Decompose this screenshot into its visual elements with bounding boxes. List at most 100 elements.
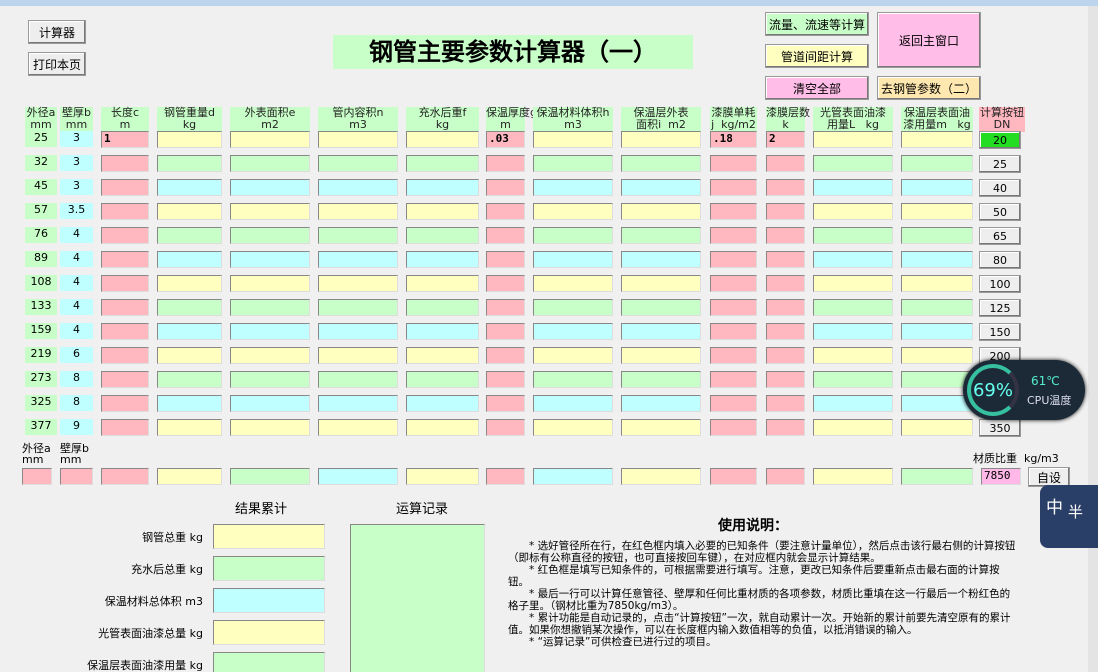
result-field[interactable] — [901, 155, 973, 172]
result-field[interactable] — [157, 131, 222, 148]
result-field[interactable] — [621, 323, 701, 340]
result-field[interactable] — [813, 131, 893, 148]
button[interactable]: 打印本页 — [28, 52, 86, 76]
input-field[interactable] — [101, 179, 149, 196]
result-total[interactable] — [213, 652, 325, 672]
result-field[interactable] — [230, 468, 310, 485]
input-field[interactable] — [766, 275, 805, 292]
input-field[interactable] — [710, 155, 757, 172]
input-field[interactable] — [486, 419, 525, 436]
input-field[interactable] — [60, 468, 93, 485]
result-field[interactable] — [813, 227, 893, 244]
density-input[interactable]: 7850 — [981, 468, 1021, 485]
result-field[interactable] — [901, 179, 973, 196]
result-field[interactable] — [157, 347, 222, 364]
result-field[interactable] — [406, 131, 479, 148]
input-field[interactable] — [486, 251, 525, 268]
result-field[interactable] — [318, 347, 398, 364]
input-field[interactable] — [101, 203, 149, 220]
input-field[interactable] — [22, 468, 52, 485]
dn-button[interactable]: 50 — [979, 203, 1021, 221]
input-field[interactable] — [766, 419, 805, 436]
result-field[interactable] — [406, 323, 479, 340]
result-field[interactable] — [230, 299, 310, 316]
dn-button[interactable]: 80 — [979, 251, 1021, 269]
result-field[interactable] — [230, 371, 310, 388]
result-field[interactable] — [230, 155, 310, 172]
result-field[interactable] — [406, 468, 479, 485]
input-field[interactable] — [710, 347, 757, 364]
result-field[interactable] — [230, 395, 310, 412]
result-field[interactable] — [533, 227, 613, 244]
result-field[interactable] — [318, 323, 398, 340]
input-field[interactable] — [486, 203, 525, 220]
dn-button[interactable]: 100 — [979, 275, 1021, 293]
result-field[interactable] — [813, 395, 893, 412]
result-field[interactable] — [533, 131, 613, 148]
result-field[interactable] — [230, 323, 310, 340]
input-field[interactable] — [710, 419, 757, 436]
dn-button[interactable]: 150 — [979, 323, 1021, 341]
result-field[interactable] — [157, 179, 222, 196]
result-field[interactable] — [157, 203, 222, 220]
input-field[interactable] — [486, 155, 525, 172]
set-button[interactable]: 自设 — [1028, 467, 1070, 487]
button[interactable]: 计算器 — [28, 20, 86, 44]
result-field[interactable] — [157, 227, 222, 244]
result-field[interactable] — [621, 468, 701, 485]
ime-widget[interactable]: 中半 — [1040, 485, 1098, 548]
input-field[interactable] — [766, 468, 805, 485]
input-field[interactable] — [766, 155, 805, 172]
input-field[interactable] — [766, 179, 805, 196]
input-field[interactable] — [766, 251, 805, 268]
result-field[interactable] — [318, 299, 398, 316]
cpu-widget[interactable]: 69% 61℃ CPU温度 — [963, 360, 1085, 420]
input-field[interactable] — [101, 299, 149, 316]
result-field[interactable] — [533, 323, 613, 340]
result-field[interactable] — [901, 251, 973, 268]
result-field[interactable] — [230, 347, 310, 364]
result-field[interactable] — [533, 347, 613, 364]
result-field[interactable] — [230, 179, 310, 196]
input-field[interactable] — [486, 371, 525, 388]
input-field[interactable] — [101, 468, 149, 485]
result-field[interactable] — [406, 299, 479, 316]
result-field[interactable] — [901, 203, 973, 220]
result-field[interactable] — [318, 468, 398, 485]
result-field[interactable] — [901, 299, 973, 316]
result-field[interactable] — [406, 179, 479, 196]
input-field[interactable]: .03 — [486, 131, 525, 148]
result-field[interactable] — [621, 275, 701, 292]
result-field[interactable] — [230, 131, 310, 148]
result-field[interactable] — [533, 203, 613, 220]
input-field[interactable] — [486, 179, 525, 196]
input-field[interactable] — [710, 227, 757, 244]
input-field[interactable] — [766, 347, 805, 364]
result-field[interactable] — [533, 155, 613, 172]
input-field[interactable] — [486, 347, 525, 364]
result-field[interactable] — [621, 395, 701, 412]
dn-button[interactable]: 125 — [979, 299, 1021, 317]
input-field[interactable] — [486, 323, 525, 340]
result-field[interactable] — [318, 179, 398, 196]
result-field[interactable] — [813, 203, 893, 220]
result-field[interactable] — [901, 347, 973, 364]
input-field[interactable] — [710, 395, 757, 412]
result-field[interactable] — [621, 203, 701, 220]
input-field[interactable]: .18 — [710, 131, 757, 148]
result-field[interactable] — [813, 468, 893, 485]
input-field[interactable] — [101, 155, 149, 172]
input-field[interactable] — [486, 468, 525, 485]
result-field[interactable] — [901, 227, 973, 244]
input-field[interactable] — [101, 323, 149, 340]
result-total[interactable] — [213, 524, 325, 549]
result-field[interactable] — [621, 227, 701, 244]
result-field[interactable] — [157, 468, 222, 485]
result-field[interactable] — [813, 155, 893, 172]
result-field[interactable] — [901, 468, 973, 485]
result-field[interactable] — [813, 275, 893, 292]
input-field[interactable] — [710, 299, 757, 316]
result-field[interactable] — [813, 347, 893, 364]
input-field[interactable] — [101, 347, 149, 364]
input-field[interactable] — [710, 323, 757, 340]
